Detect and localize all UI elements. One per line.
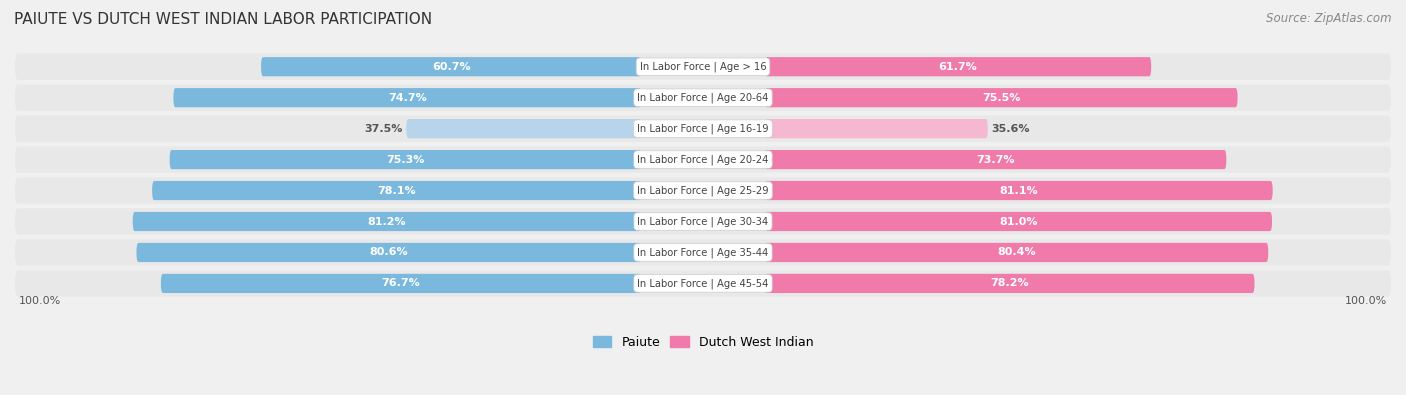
FancyBboxPatch shape	[765, 57, 1152, 76]
FancyBboxPatch shape	[173, 88, 641, 107]
Text: In Labor Force | Age 16-19: In Labor Force | Age 16-19	[637, 123, 769, 134]
FancyBboxPatch shape	[765, 181, 1272, 200]
Text: 75.5%: 75.5%	[981, 93, 1021, 103]
Text: Source: ZipAtlas.com: Source: ZipAtlas.com	[1267, 12, 1392, 25]
FancyBboxPatch shape	[15, 147, 1391, 173]
FancyBboxPatch shape	[136, 243, 641, 262]
FancyBboxPatch shape	[15, 177, 1391, 204]
Legend: Paiute, Dutch West Indian: Paiute, Dutch West Indian	[588, 331, 818, 354]
FancyBboxPatch shape	[132, 212, 641, 231]
Text: 74.7%: 74.7%	[388, 93, 426, 103]
FancyBboxPatch shape	[170, 150, 641, 169]
Text: 100.0%: 100.0%	[18, 296, 60, 307]
FancyBboxPatch shape	[765, 119, 988, 138]
Text: In Labor Force | Age 35-44: In Labor Force | Age 35-44	[637, 247, 769, 258]
FancyBboxPatch shape	[765, 150, 1226, 169]
FancyBboxPatch shape	[406, 119, 641, 138]
FancyBboxPatch shape	[160, 274, 641, 293]
Text: 81.0%: 81.0%	[1000, 216, 1038, 226]
Text: 100.0%: 100.0%	[1346, 296, 1388, 307]
Text: 81.2%: 81.2%	[367, 216, 406, 226]
FancyBboxPatch shape	[15, 115, 1391, 142]
Text: 73.7%: 73.7%	[976, 154, 1015, 165]
Text: 81.1%: 81.1%	[1000, 186, 1038, 196]
FancyBboxPatch shape	[765, 274, 1254, 293]
Text: 80.6%: 80.6%	[370, 247, 408, 258]
FancyBboxPatch shape	[15, 208, 1391, 235]
Text: 76.7%: 76.7%	[381, 278, 420, 288]
FancyBboxPatch shape	[262, 57, 641, 76]
Text: 35.6%: 35.6%	[991, 124, 1029, 134]
FancyBboxPatch shape	[15, 270, 1391, 297]
FancyBboxPatch shape	[15, 54, 1391, 80]
Text: 80.4%: 80.4%	[997, 247, 1036, 258]
Text: 37.5%: 37.5%	[364, 124, 404, 134]
FancyBboxPatch shape	[765, 212, 1272, 231]
FancyBboxPatch shape	[15, 85, 1391, 111]
Text: In Labor Force | Age 45-54: In Labor Force | Age 45-54	[637, 278, 769, 289]
Text: 78.1%: 78.1%	[377, 186, 416, 196]
FancyBboxPatch shape	[765, 88, 1237, 107]
Text: 60.7%: 60.7%	[432, 62, 471, 72]
FancyBboxPatch shape	[152, 181, 641, 200]
FancyBboxPatch shape	[15, 239, 1391, 265]
Text: PAIUTE VS DUTCH WEST INDIAN LABOR PARTICIPATION: PAIUTE VS DUTCH WEST INDIAN LABOR PARTIC…	[14, 12, 432, 27]
Text: In Labor Force | Age 20-64: In Labor Force | Age 20-64	[637, 92, 769, 103]
FancyBboxPatch shape	[765, 243, 1268, 262]
Text: In Labor Force | Age 25-29: In Labor Force | Age 25-29	[637, 185, 769, 196]
Text: 61.7%: 61.7%	[939, 62, 977, 72]
Text: 78.2%: 78.2%	[990, 278, 1029, 288]
Text: In Labor Force | Age 30-34: In Labor Force | Age 30-34	[637, 216, 769, 227]
Text: In Labor Force | Age 20-24: In Labor Force | Age 20-24	[637, 154, 769, 165]
Text: In Labor Force | Age > 16: In Labor Force | Age > 16	[640, 62, 766, 72]
Text: 75.3%: 75.3%	[387, 154, 425, 165]
